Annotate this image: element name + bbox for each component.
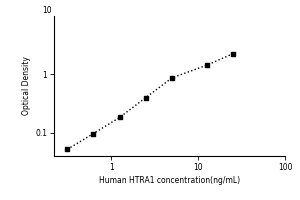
Point [169,76,174,80]
Point [143,96,148,99]
Point [230,52,235,55]
Point [117,116,122,119]
Point [91,132,96,135]
Point [65,148,70,151]
X-axis label: Human HTRA1 concentration(ng/mL): Human HTRA1 concentration(ng/mL) [99,176,240,185]
Y-axis label: Optical Density: Optical Density [22,57,31,115]
Point [204,64,209,67]
Text: 10: 10 [42,6,52,15]
